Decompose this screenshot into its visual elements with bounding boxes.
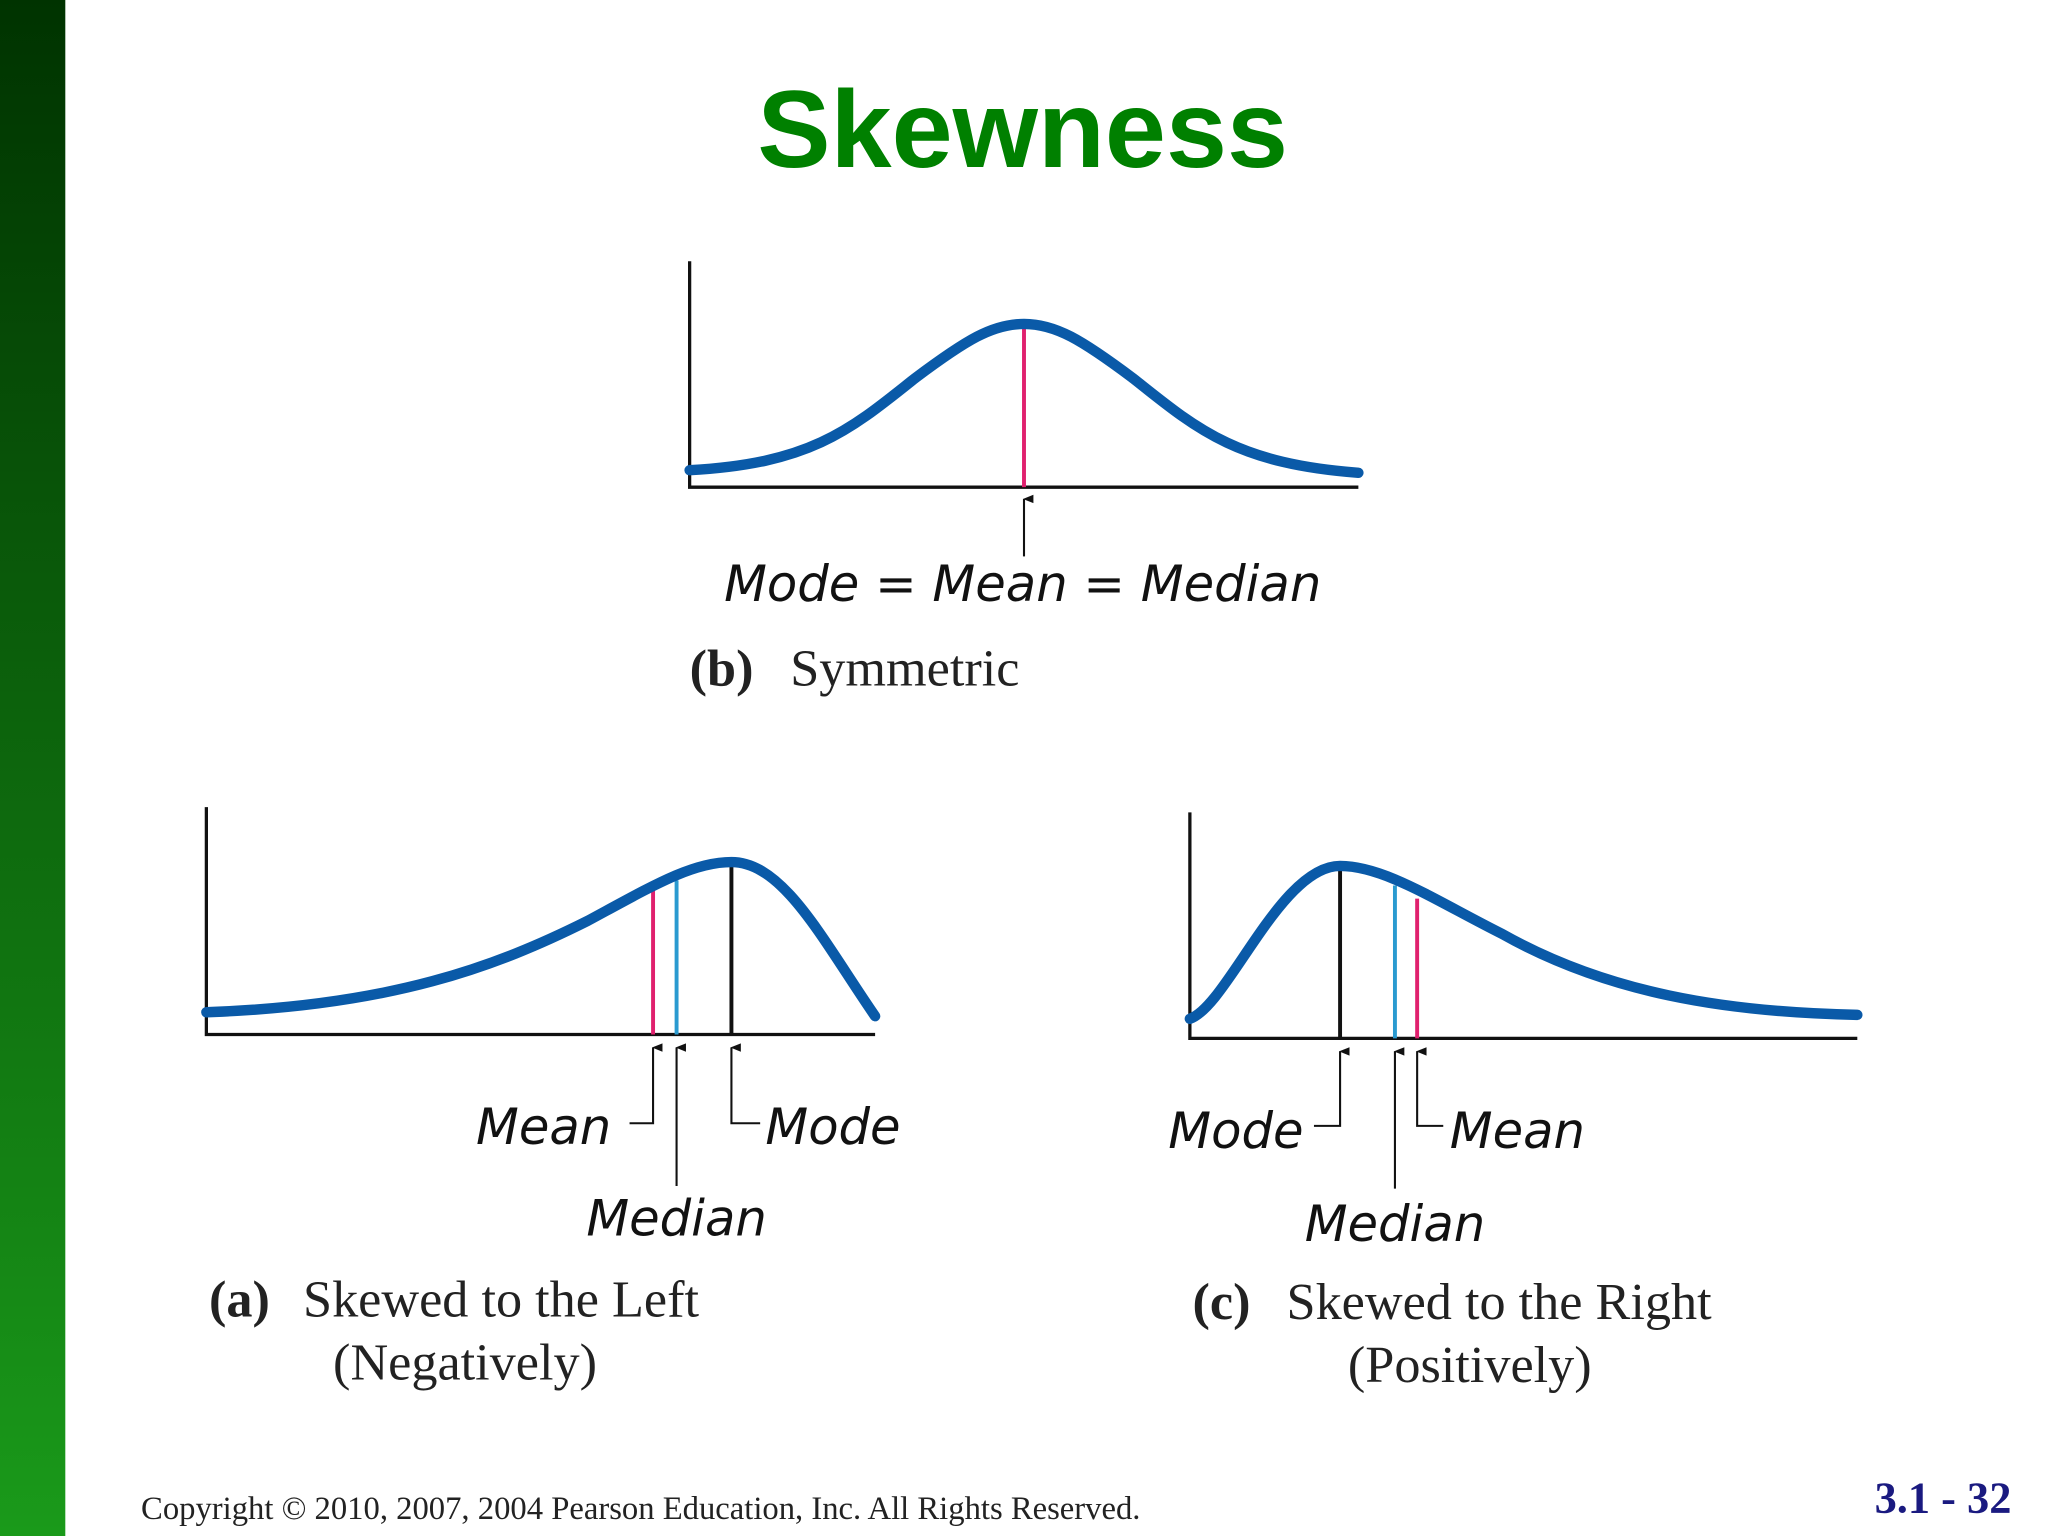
label: Median (1305, 1195, 1486, 1253)
panel-letter: (a) (209, 1271, 270, 1329)
label: Mean (476, 1098, 611, 1156)
curve (684, 318, 1364, 479)
copyright: Copyright © 2010, 2007, 2004 Pearson Edu… (141, 1491, 1140, 1527)
caption: Symmetric (790, 640, 1019, 698)
curve (201, 856, 881, 1022)
panel-letter: (b) (690, 640, 754, 698)
arrow (1313, 1047, 1350, 1127)
arrow (1416, 1047, 1444, 1127)
arrow (730, 1043, 761, 1125)
slide-number: 3.1 - 32 (1875, 1472, 2012, 1522)
panel-letter: (c) (1192, 1273, 1250, 1331)
label: Mode (1168, 1102, 1303, 1160)
arrow (629, 1043, 663, 1125)
axes (1188, 812, 1858, 1040)
caption: Skewed to the Left (303, 1271, 699, 1329)
label: Mean (1450, 1102, 1585, 1160)
label: Mode (765, 1098, 900, 1156)
caption: (Positively) (1348, 1336, 1592, 1394)
axes (688, 261, 1359, 489)
panel-right-skew: Mode Median Mean (c) Skewed to the Right… (1168, 812, 1863, 1394)
caption: (Negatively) (333, 1333, 597, 1391)
slide-title: Skewness (757, 69, 1288, 191)
caption: Skewed to the Right (1287, 1273, 1713, 1331)
panel-symmetric: Mode = Mean = Median (b) Symmetric (684, 261, 1364, 698)
panel-left-skew: Mean Median Mode (a) Skewed to the Left … (201, 807, 901, 1391)
side-bar (0, 0, 66, 1536)
curve (1184, 860, 1863, 1024)
label: Mode = Mean = Median (724, 555, 1321, 613)
label: Median (586, 1190, 767, 1248)
